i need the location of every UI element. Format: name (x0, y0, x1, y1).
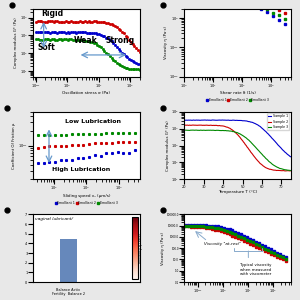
Text: High Lubrication: High Lubrication (52, 167, 110, 172)
X-axis label: Temperature T (°C): Temperature T (°C) (218, 190, 257, 194)
Text: Typical viscosity
when measured
with viscometer: Typical viscosity when measured with vis… (240, 263, 271, 276)
Text: vaginal lubricant/: vaginal lubricant/ (35, 217, 73, 221)
Bar (60, 238, 77, 282)
Legend: Emollient 1, Emollient 2, Emollient 3: Emollient 1, Emollient 2, Emollient 3 (54, 200, 119, 206)
X-axis label: Sliding speed vₛ (μm/s): Sliding speed vₛ (μm/s) (63, 194, 110, 198)
Text: Weak: Weak (74, 36, 97, 45)
Legend: Sample 1, Sample 2, Sample 3: Sample 1, Sample 2, Sample 3 (267, 113, 290, 130)
Y-axis label: Coefficient Of Friction μ: Coefficient Of Friction μ (12, 122, 16, 169)
Text: Low Lubrication: Low Lubrication (65, 119, 121, 124)
Y-axis label: Viscosity η (Pa·s): Viscosity η (Pa·s) (161, 232, 165, 265)
Text: Rigid: Rigid (41, 9, 64, 18)
Text: Viscosity "at-rest": Viscosity "at-rest" (204, 242, 241, 246)
X-axis label: Oscillation stress σ (Pa): Oscillation stress σ (Pa) (62, 91, 110, 95)
Y-axis label: Complex modulus G* (Pa): Complex modulus G* (Pa) (14, 17, 18, 68)
Text: Strong: Strong (106, 36, 135, 45)
X-axis label: Shear rate ẟ (1/s): Shear rate ẟ (1/s) (220, 91, 256, 95)
Legend: Emollient 1, Emollient 2, Emollient 3: Emollient 1, Emollient 2, Emollient 3 (205, 97, 270, 104)
Y-axis label: Complex modulus G* (Pa): Complex modulus G* (Pa) (166, 120, 170, 171)
Y-axis label: Viscosity η (Pa·s): Viscosity η (Pa·s) (164, 26, 168, 59)
Text: Soft: Soft (37, 43, 55, 52)
Y-axis label: Viscosity η (Pa·s): Viscosity η (Pa·s) (139, 233, 143, 263)
